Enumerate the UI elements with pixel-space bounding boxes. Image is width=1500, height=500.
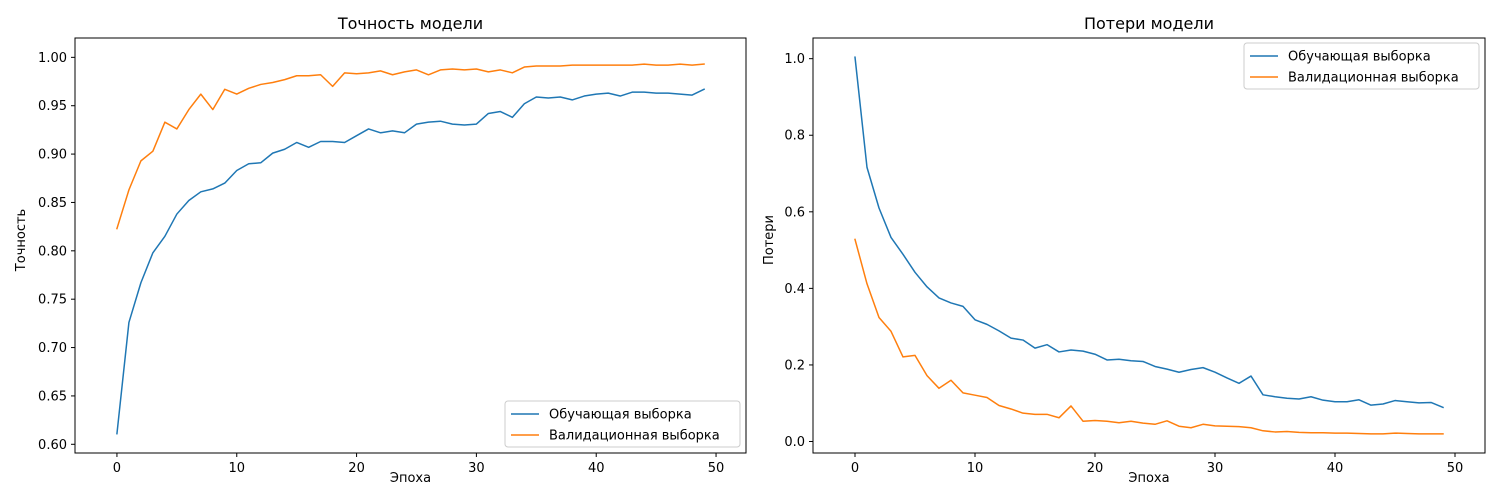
accuracy-chart-xtick-label: 20 xyxy=(348,461,365,476)
accuracy-chart-legend-label-0: Обучающая выборка xyxy=(549,408,692,423)
accuracy-chart-ytick-label: 0.80 xyxy=(38,244,67,259)
accuracy-chart-xlabel: Эпоха xyxy=(390,471,431,486)
loss-chart-legend-box xyxy=(1243,42,1480,90)
accuracy-chart-ytick-label: 0.70 xyxy=(38,341,67,356)
loss-chart-ytick-label: 0.4 xyxy=(784,282,805,297)
loss-chart-ytick-label: 0.8 xyxy=(784,129,805,144)
loss-chart-xtick-label: 50 xyxy=(1447,461,1464,476)
accuracy-chart-title: Точность модели xyxy=(337,14,483,33)
accuracy-chart-ytick-label: 0.60 xyxy=(38,438,67,453)
accuracy-chart-legend-label-1: Валидационная выборка xyxy=(549,429,720,444)
accuracy-chart: Точность модели Эпоха Точность 0 10 20 30 40… xyxy=(14,14,747,486)
loss-chart-xtick-label: 20 xyxy=(1087,461,1104,476)
accuracy-chart-ytick-label: 1.00 xyxy=(38,51,67,66)
accuracy-chart-xtick-label: 0 xyxy=(113,461,121,476)
loss-chart-legend-label-1: Валидационная выборка xyxy=(1288,71,1459,86)
loss-chart-ytick-label: 0.2 xyxy=(784,358,805,373)
accuracy-chart-xtick-label: 50 xyxy=(708,461,725,476)
loss-chart-xtick-label: 10 xyxy=(967,461,984,476)
accuracy-chart-plot-frame xyxy=(74,37,747,454)
loss-chart-ytick-label: 0.0 xyxy=(784,435,805,450)
accuracy-chart-ylabel: Точность xyxy=(14,209,29,272)
loss-chart-ylabel: Потери xyxy=(762,215,777,265)
accuracy-chart-xtick-label: 10 xyxy=(228,461,245,476)
loss-chart-xtick-label: 40 xyxy=(1327,461,1344,476)
accuracy-chart-ytick-label: 0.95 xyxy=(38,99,67,114)
loss-chart-series-line-1 xyxy=(854,238,1444,435)
accuracy-chart-ytick-label: 0.90 xyxy=(38,148,67,163)
loss-chart-ytick-label: 0.6 xyxy=(784,205,805,220)
loss-chart-title: Потери модели xyxy=(1084,14,1214,33)
accuracy-chart-legend-box xyxy=(504,400,741,448)
loss-chart-xtick-label: 0 xyxy=(851,461,859,476)
loss-chart-series-line-0 xyxy=(854,56,1444,409)
loss-chart-xtick-label: 30 xyxy=(1207,461,1224,476)
loss-chart: Потери модели Эпоха Потери 0 10 20 30 40 50 0.… xyxy=(762,14,1486,486)
accuracy-chart-ytick-label: 0.75 xyxy=(38,293,67,308)
accuracy-chart-xtick-label: 40 xyxy=(588,461,605,476)
accuracy-chart-legend: Обучающая выборка Валидационная выборка xyxy=(504,400,741,448)
accuracy-chart-ytick-label: 0.85 xyxy=(38,196,67,211)
loss-chart-legend: Обучающая выборка Валидационная выборка xyxy=(1243,42,1480,90)
accuracy-chart-series-line-0 xyxy=(116,88,706,435)
accuracy-chart-xtick-label: 30 xyxy=(468,461,485,476)
loss-chart-xlabel: Эпоха xyxy=(1128,471,1169,486)
loss-chart-ytick-label: 1.0 xyxy=(784,52,805,67)
loss-chart-plot-frame xyxy=(812,37,1486,454)
accuracy-chart-series-line-1 xyxy=(116,63,705,230)
accuracy-chart-ytick-label: 0.65 xyxy=(38,389,67,404)
loss-chart-legend-label-0: Обучающая выборка xyxy=(1288,50,1431,65)
